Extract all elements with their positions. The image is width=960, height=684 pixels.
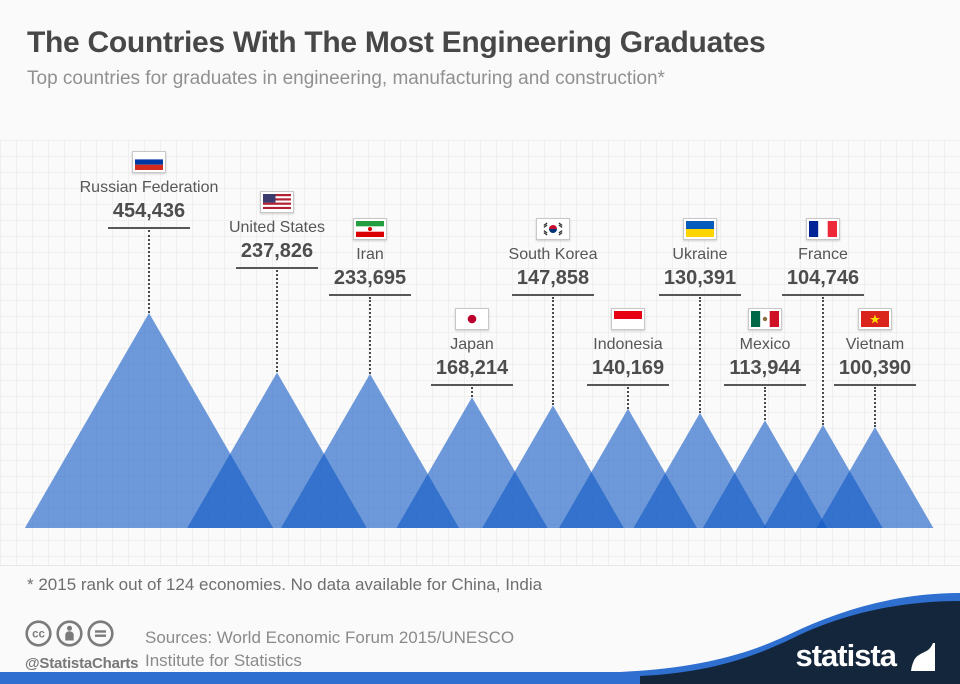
sources-line2: Institute for Statistics — [145, 651, 302, 670]
country-label-ukraine: Ukraine 130,391 — [610, 218, 790, 296]
country-name: Iran — [356, 246, 384, 263]
country-label-japan: Japan 168,214 — [382, 308, 562, 386]
country-label-us: United States 237,826 — [187, 191, 367, 269]
statista-wordmark: statista — [795, 638, 897, 673]
flag-south-korea-icon — [536, 218, 570, 240]
page-subtitle: Top countries for graduates in engineeri… — [27, 68, 665, 89]
footnote: * 2015 rank out of 124 economies. No dat… — [27, 575, 543, 594]
flag-iran-icon — [353, 218, 387, 240]
leader-line-vietnam — [874, 387, 876, 427]
country-value: 140,169 — [538, 357, 718, 386]
country-value: 100,390 — [785, 357, 960, 386]
country-label-france: France 104,746 — [733, 218, 913, 296]
triangle-iran — [280, 373, 460, 528]
country-name: Ukraine — [672, 246, 728, 263]
header: The Countries With The Most Engineering … — [27, 26, 937, 90]
leader-line-japan — [471, 387, 473, 398]
license-icons: cc — [25, 620, 145, 652]
flag-france-icon — [806, 218, 840, 240]
no-derivatives-icon — [87, 620, 114, 652]
country-value: 237,826 — [187, 240, 367, 269]
license-block: cc @StatistaCharts — [25, 620, 145, 672]
leader-line-indonesia — [627, 387, 629, 409]
flag-japan-icon — [455, 308, 489, 330]
footer-wave — [0, 593, 960, 684]
flag-indonesia-icon — [611, 308, 645, 330]
leader-line-us — [276, 270, 278, 373]
country-label-vietnam: Vietnam 100,390 — [785, 308, 960, 386]
flag-ukraine-icon — [683, 218, 717, 240]
svg-text:cc: cc — [32, 629, 45, 641]
country-value: 233,695 — [280, 267, 460, 296]
leader-line-ukraine — [699, 297, 701, 413]
country-label-indonesia: Indonesia 140,169 — [538, 308, 718, 386]
flag-vietnam-icon — [858, 308, 892, 330]
country-name: Indonesia — [593, 336, 663, 353]
country-name: United States — [228, 219, 326, 236]
country-name: Vietnam — [845, 336, 905, 353]
country-label-south-korea: South Korea 147,858 — [463, 218, 643, 296]
leader-line-mexico — [764, 387, 766, 421]
sources: Sources: World Economic Forum 2015/UNESC… — [145, 626, 514, 672]
country-name: Japan — [450, 336, 494, 353]
triangle-vietnam — [816, 426, 934, 528]
flag-mexico-icon — [748, 308, 782, 330]
triangle-russia — [24, 313, 274, 528]
country-name: France — [798, 246, 848, 263]
leader-line-russia — [148, 230, 150, 313]
country-value: 130,391 — [610, 267, 790, 296]
statista-logo-icon — [907, 643, 935, 671]
country-value: 113,944 — [675, 357, 855, 386]
flag-russia-icon — [132, 151, 166, 173]
country-name: Russian Federation — [79, 179, 219, 196]
country-value: 104,746 — [733, 267, 913, 296]
country-name: South Korea — [508, 246, 598, 263]
sources-line1: Sources: World Economic Forum 2015/UNESC… — [145, 628, 515, 647]
page-title: The Countries With The Most Engineering … — [27, 26, 766, 59]
statista-handle: @StatistaCharts — [25, 655, 139, 672]
country-value: 454,436 — [59, 200, 239, 229]
country-value: 168,214 — [382, 357, 562, 386]
leader-line-south-korea — [552, 297, 554, 406]
leader-line-france — [822, 297, 824, 425]
country-value: 147,858 — [463, 267, 643, 296]
country-name: Mexico — [739, 336, 791, 353]
country-label-iran: Iran 233,695 — [280, 218, 460, 296]
creative-commons-icon: cc — [25, 620, 52, 652]
flag-united-states-icon — [260, 191, 294, 213]
leader-line-iran — [369, 297, 371, 374]
country-label-mexico: Mexico 113,944 — [675, 308, 855, 386]
attribution-icon — [56, 620, 83, 652]
country-label-russia: Russian Federation 454,436 — [59, 151, 239, 229]
